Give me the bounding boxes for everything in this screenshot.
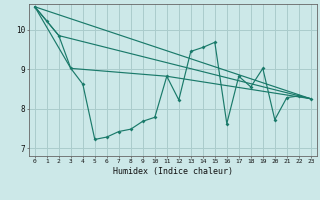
X-axis label: Humidex (Indice chaleur): Humidex (Indice chaleur) xyxy=(113,167,233,176)
